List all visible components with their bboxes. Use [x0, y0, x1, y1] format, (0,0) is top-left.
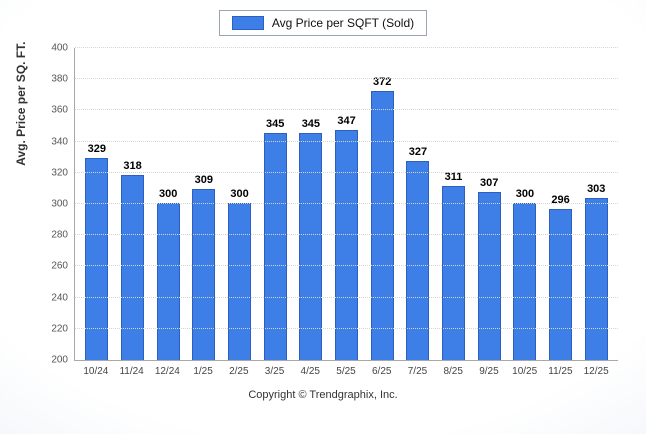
bar[interactable] — [442, 185, 466, 360]
bar-group: 311 — [436, 48, 472, 360]
x-axis-tick-label: 8/25 — [443, 366, 463, 377]
bar[interactable] — [121, 174, 144, 360]
bar[interactable] — [228, 203, 252, 360]
y-axis-title: Avg. Price per SQ. FT. — [14, 41, 28, 166]
y-axis-tick-label: 320 — [51, 167, 68, 179]
y-axis-tick-label: 240 — [51, 292, 68, 304]
bar-group: 327 — [400, 48, 436, 360]
chart: Avg. Price per SQ. FT. 329 318 300 309 300 34… — [12, 41, 634, 377]
bar-value-label: 329 — [87, 142, 107, 155]
gridline — [75, 109, 618, 111]
x-axis-tick-label: 7/25 — [407, 366, 428, 377]
gridline — [75, 265, 618, 267]
bar[interactable] — [584, 198, 608, 360]
x-axis-tick-label: 9/25 — [479, 366, 499, 377]
bars: 329 318 300 309 300 345 345 347 372 327 311 307 300 2… — [75, 48, 618, 360]
copyright-text: Copyright © Trendgraphix, Inc. — [248, 389, 398, 401]
bar[interactable] — [477, 192, 501, 360]
bar-group: 345 — [293, 48, 329, 360]
bar[interactable] — [513, 203, 537, 360]
legend: Avg Price per SQFT (Sold) — [12, 10, 634, 36]
y-axis-tick-label: 360 — [51, 104, 68, 116]
bar[interactable] — [549, 209, 573, 360]
bar-value-label: 303 — [587, 183, 606, 196]
x-axis-tick-label: 2/25 — [229, 366, 249, 377]
bar-group: 303 — [578, 48, 614, 360]
x-axis-tick-label: 6/25 — [372, 366, 392, 377]
y-axis-tick-label: 200 — [51, 354, 68, 366]
y-axis-tick-label: 260 — [51, 260, 68, 272]
bar-value-label: 307 — [480, 177, 499, 190]
x-axis-tick-label: 5/25 — [336, 366, 356, 377]
gridline — [75, 78, 618, 80]
bar-value-label: 345 — [266, 117, 285, 130]
legend-swatch — [231, 16, 264, 30]
bar[interactable] — [156, 203, 180, 360]
bar[interactable] — [406, 160, 430, 360]
bar-group: 372 — [364, 48, 400, 360]
bar[interactable] — [192, 188, 216, 360]
bar-value-label: 327 — [408, 145, 428, 158]
bar-group: 307 — [471, 48, 507, 360]
legend-box: Avg Price per SQFT (Sold) — [218, 10, 428, 36]
x-axis-tick-label: 1/25 — [193, 366, 213, 377]
bar-group: 318 — [115, 48, 151, 360]
bar[interactable] — [85, 157, 109, 360]
plot-area: 329 318 300 309 300 345 345 347 372 327 311 307 300 2… — [51, 43, 618, 366]
bar-value-label: 300 — [515, 188, 535, 200]
bar-value-label: 347 — [337, 114, 356, 127]
gridline — [75, 327, 618, 329]
bar[interactable] — [335, 129, 359, 360]
bar-group: 329 — [79, 48, 115, 360]
bar-group: 309 — [186, 48, 222, 360]
bar-value-label: 296 — [551, 194, 570, 207]
bar[interactable] — [263, 132, 287, 360]
bar-group: 347 — [329, 48, 365, 360]
y-axis-tick-label: 300 — [51, 198, 68, 210]
bar-value-label: 311 — [444, 170, 463, 183]
x-axis-tick-label: 3/25 — [264, 366, 285, 377]
y-axis-tick-label: 220 — [51, 323, 68, 335]
gridline — [75, 203, 618, 204]
bar-value-label: 345 — [301, 117, 321, 130]
x-axis-tick-label: 10/24 — [83, 366, 109, 377]
bar-group: 300 — [222, 48, 258, 360]
bar[interactable] — [299, 132, 323, 360]
x-axis-labels: 10/24 11/24 12/24 1/25 2/25 3/25 4/25 5/25 6/25 7… — [74, 366, 618, 377]
y-axis-tick-label: 380 — [51, 73, 68, 85]
y-axis-tick-label: 400 — [51, 42, 68, 54]
bar-group: 300 — [150, 48, 186, 360]
x-axis-tick-label: 11/24 — [119, 366, 144, 377]
bar-value-label: 300 — [159, 188, 178, 200]
y-axis-tick-label: 340 — [51, 136, 68, 148]
bar-group: 296 — [543, 48, 579, 360]
gridline — [75, 47, 618, 48]
gridline — [75, 171, 618, 173]
x-axis-tick-label: 12/25 — [583, 366, 609, 377]
x-axis-tick-label: 12/24 — [154, 366, 180, 377]
x-axis-tick-label: 4/25 — [300, 366, 320, 377]
bar-group: 300 — [507, 48, 543, 360]
gridline — [75, 140, 618, 142]
bar-value-label: 309 — [194, 173, 214, 186]
x-axis-tick-label: 11/25 — [548, 366, 573, 377]
gridline — [75, 234, 618, 236]
bar-value-label: 318 — [123, 159, 142, 172]
x-axis-tick-label: 10/25 — [512, 366, 538, 377]
bar-value-label: 300 — [230, 188, 249, 200]
gridline — [75, 296, 618, 298]
bar-group: 345 — [257, 48, 293, 360]
y-axis-tick-label: 280 — [51, 229, 68, 241]
bar[interactable] — [370, 90, 394, 360]
legend-label: Avg Price per SQFT (Sold) — [271, 16, 415, 30]
